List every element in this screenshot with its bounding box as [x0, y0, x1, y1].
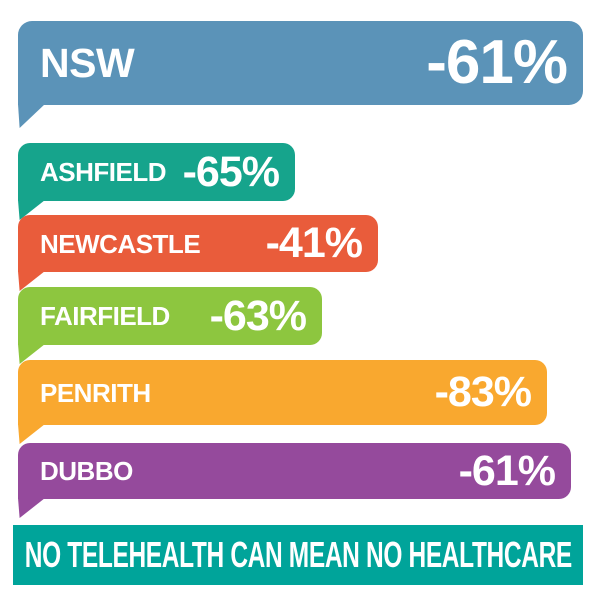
bar-label: ASHFIELD [40, 157, 167, 187]
bar-value: -61% [458, 446, 556, 495]
footer-text: NO TELEHEALTH CAN MEAN NO HEALTHCARE [24, 534, 572, 575]
bar-label: DUBBO [40, 456, 133, 486]
bar-label: FAIRFIELD [40, 301, 170, 331]
speech-bubble-dubbo: DUBBO -61% [18, 443, 571, 518]
footer-banner: NO TELEHEALTH CAN MEAN NO HEALTHCARE [13, 525, 583, 585]
speech-tail [18, 498, 45, 518]
bar-value: -83% [434, 368, 532, 416]
speech-bubble-fairfield: FAIRFIELD -63% [18, 287, 322, 364]
bar-label: NEWCASTLE [40, 228, 201, 259]
bar-label: NSW [40, 39, 135, 86]
speech-bubble-ashfield: ASHFIELD -65% [18, 143, 295, 220]
bar-value: -65% [182, 147, 280, 196]
bar-value: -41% [265, 219, 363, 267]
speech-tail [18, 424, 45, 444]
bar-label: PENRITH [40, 377, 151, 408]
bar-value: -63% [209, 291, 307, 340]
bar-value: -61% [426, 28, 568, 97]
speech-bubble-nsw: NSW -61% [18, 21, 583, 128]
speech-bubble-penrith: PENRITH -83% [18, 360, 547, 444]
speech-bubble-newcastle: NEWCASTLE -41% [18, 215, 378, 291]
speech-tail [18, 104, 45, 128]
